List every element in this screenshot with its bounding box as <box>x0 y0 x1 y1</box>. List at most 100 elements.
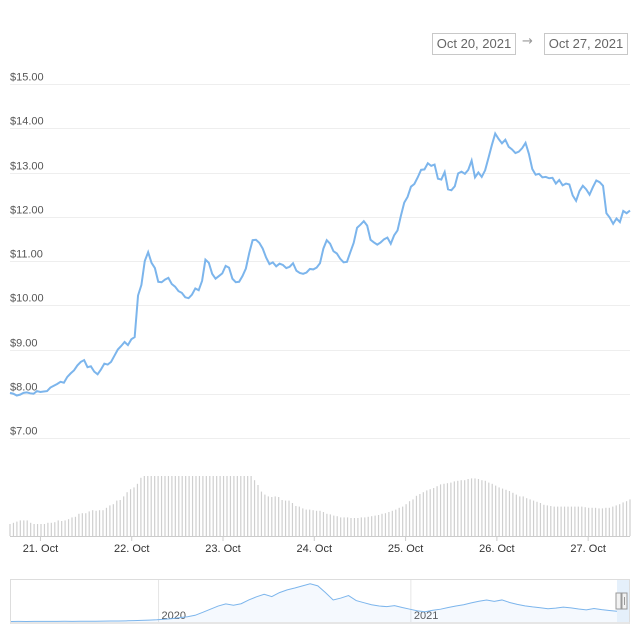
volume-bar <box>140 477 142 536</box>
volume-bar <box>33 524 35 536</box>
volume-bar <box>57 520 59 536</box>
volume-bar <box>16 521 18 536</box>
price-point <box>70 373 71 374</box>
date-from-input[interactable]: Oct 20, 2021 <box>432 33 516 55</box>
price-point <box>589 194 590 195</box>
volume-bar <box>74 516 77 536</box>
volume-bar <box>119 500 121 536</box>
volume-bar <box>629 499 631 536</box>
volume-bar <box>594 507 597 536</box>
navigator-scrollbar[interactable] <box>10 622 630 624</box>
y-tick-label: $10.00 <box>10 293 44 305</box>
volume-bar <box>422 492 424 536</box>
x-tick-label: 22. Oct <box>114 543 149 555</box>
date-to-input[interactable]: Oct 27, 2021 <box>544 33 628 55</box>
volume-bar <box>384 513 387 536</box>
price-point <box>80 361 81 362</box>
price-point <box>400 215 401 216</box>
price-point <box>370 239 371 240</box>
volume-bar <box>164 476 166 536</box>
price-point <box>485 170 486 171</box>
volume-bar <box>278 497 280 536</box>
volume-bar <box>505 489 507 536</box>
price-point <box>603 185 604 186</box>
navigator[interactable]: 2020 2021 <box>10 579 630 625</box>
price-point <box>464 173 465 174</box>
volume-bar <box>343 517 345 536</box>
price-point <box>380 242 381 243</box>
price-point <box>205 259 206 260</box>
volume-bar <box>219 476 221 536</box>
price-point <box>87 367 88 368</box>
price-point <box>131 339 132 340</box>
navigator-frame <box>10 579 630 624</box>
price-point <box>309 268 310 269</box>
volume-bar <box>315 510 318 536</box>
volume-bar <box>233 476 235 536</box>
volume-bar <box>257 485 259 536</box>
volume-bar <box>102 510 104 536</box>
volume-bar <box>340 517 342 536</box>
volume-bar <box>88 511 90 536</box>
price-point <box>491 145 492 146</box>
volume-bar <box>612 506 614 536</box>
volume-bar <box>212 476 214 536</box>
price-point <box>559 180 560 181</box>
price-point <box>26 392 27 393</box>
price-point <box>353 242 354 243</box>
price-point <box>522 148 523 149</box>
price-point <box>245 268 246 269</box>
price-point <box>63 382 64 383</box>
price-point <box>165 279 166 280</box>
price-point <box>178 291 179 292</box>
volume-bar <box>453 481 455 536</box>
volume-bar <box>457 480 459 536</box>
volume-bar <box>71 517 73 536</box>
price-point <box>47 391 48 392</box>
navigator-handle-right[interactable] <box>621 592 628 610</box>
price-point <box>141 284 142 285</box>
price-series-line <box>9 131 631 397</box>
volume-bar <box>519 496 521 536</box>
x-axis-labels: 21. Oct 22. Oct 23. Oct 24. Oct 25. Oct 26. O… <box>23 536 606 555</box>
price-point <box>316 267 317 268</box>
volume-bar <box>126 492 128 536</box>
price-point <box>387 237 388 238</box>
volume-bar <box>577 506 579 536</box>
volume-bar <box>40 524 42 536</box>
volume-bar <box>309 509 311 536</box>
volume-bar <box>336 516 338 536</box>
volume-bar <box>198 476 201 536</box>
volume-bar <box>243 476 245 536</box>
price-point <box>90 366 91 367</box>
volume-bar <box>563 506 566 536</box>
volume-bar <box>464 480 466 536</box>
volume-bar <box>402 506 404 536</box>
volume-bar <box>522 496 524 536</box>
price-point <box>478 172 479 173</box>
volume-bar <box>85 513 87 536</box>
volume-bar <box>364 517 366 536</box>
volume-bar <box>374 515 376 536</box>
price-point <box>414 184 415 185</box>
volume-bar <box>446 483 449 536</box>
volume-bar <box>419 494 421 536</box>
price-point <box>535 174 536 175</box>
volume-bar <box>526 498 528 536</box>
volume-bar <box>319 510 321 536</box>
price-point <box>276 266 277 267</box>
volume-bar <box>260 491 263 536</box>
volume-bar <box>154 476 156 536</box>
price-point <box>121 345 122 346</box>
price-point <box>249 253 250 254</box>
volume-bar <box>116 500 118 536</box>
volume-bar <box>284 500 287 536</box>
price-point <box>266 257 267 258</box>
navigator-handle-left[interactable] <box>615 592 622 610</box>
price-point <box>36 391 37 392</box>
price-point <box>340 258 341 259</box>
price-point <box>259 242 260 243</box>
price-point <box>138 295 139 296</box>
volume-bar <box>209 476 211 536</box>
volume-bar <box>98 510 101 536</box>
